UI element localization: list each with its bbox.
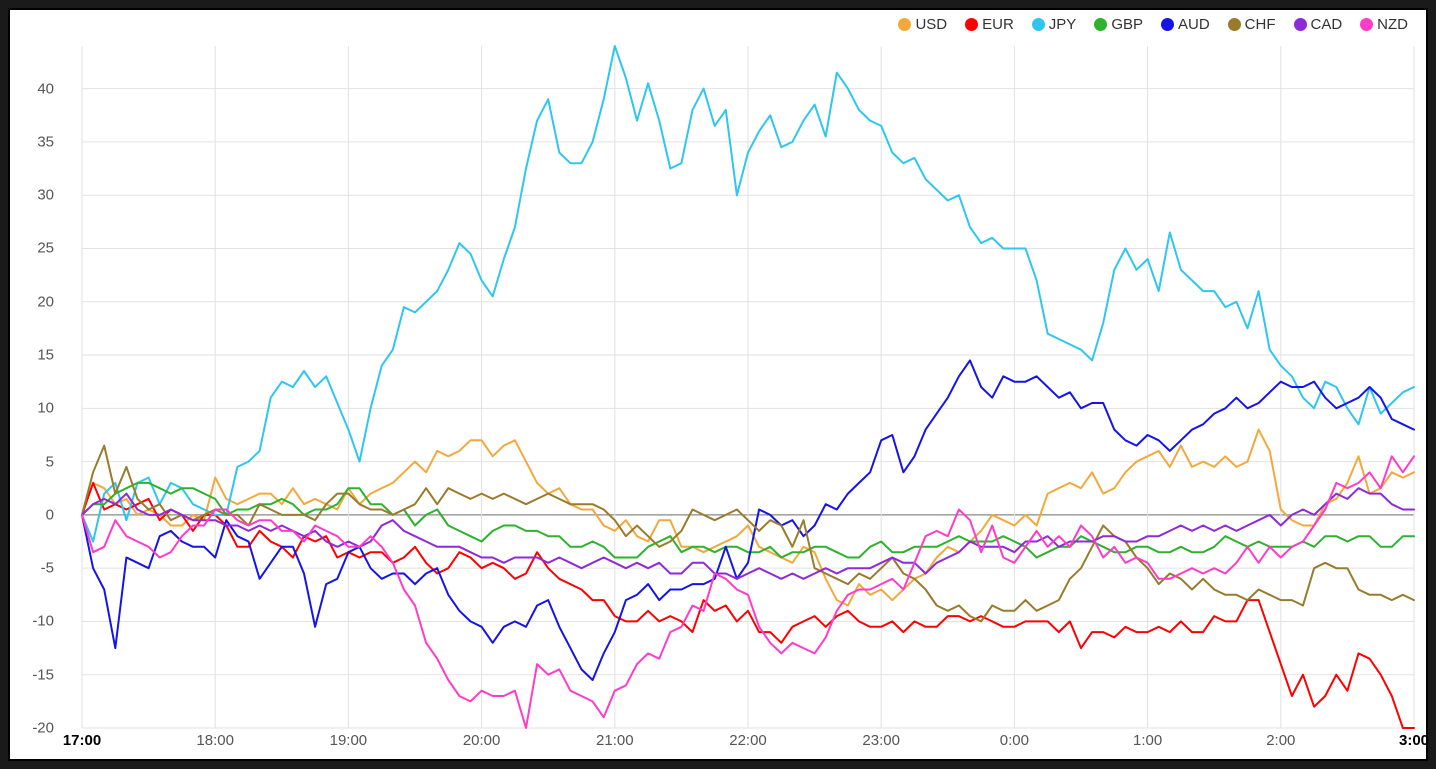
x-tick-label: 22:00 [729, 732, 767, 749]
chart-panel: USDEURJPYGBPAUDCHFCADNZD -20-15-10-50510… [8, 8, 1428, 761]
y-tick-label: 20 [14, 293, 54, 310]
y-tick-label: -10 [14, 613, 54, 630]
y-tick-label: 5 [14, 453, 54, 470]
x-tick-label: 2:00 [1266, 732, 1295, 749]
y-tick-label: 0 [14, 506, 54, 523]
x-tick-label: 23:00 [862, 732, 900, 749]
y-tick-label: 35 [14, 133, 54, 150]
y-tick-label: 40 [14, 80, 54, 97]
x-tick-label: 18:00 [196, 732, 234, 749]
x-tick-label: 19:00 [330, 732, 368, 749]
x-tick-label: 21:00 [596, 732, 634, 749]
y-tick-label: -15 [14, 666, 54, 683]
x-tick-label: 1:00 [1133, 732, 1162, 749]
y-tick-label: 15 [14, 347, 54, 364]
y-tick-label: 30 [14, 187, 54, 204]
x-tick-label: 17:00 [63, 732, 101, 749]
x-tick-label: 20:00 [463, 732, 501, 749]
y-tick-label: 10 [14, 400, 54, 417]
y-tick-label: -5 [14, 560, 54, 577]
x-tick-label: 3:00 [1399, 732, 1429, 749]
line-chart [10, 10, 1426, 759]
x-tick-label: 0:00 [1000, 732, 1029, 749]
y-tick-label: 25 [14, 240, 54, 257]
y-tick-label: -20 [14, 720, 54, 737]
